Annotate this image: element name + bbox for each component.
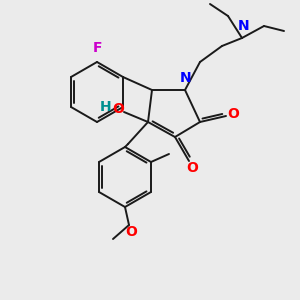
Text: N: N bbox=[238, 19, 250, 33]
Text: H: H bbox=[100, 100, 112, 114]
Text: O: O bbox=[125, 225, 137, 239]
Text: O: O bbox=[186, 161, 198, 175]
Text: N: N bbox=[180, 71, 192, 85]
Text: O: O bbox=[227, 107, 239, 121]
Text: F: F bbox=[92, 41, 102, 55]
Text: O: O bbox=[112, 102, 124, 116]
